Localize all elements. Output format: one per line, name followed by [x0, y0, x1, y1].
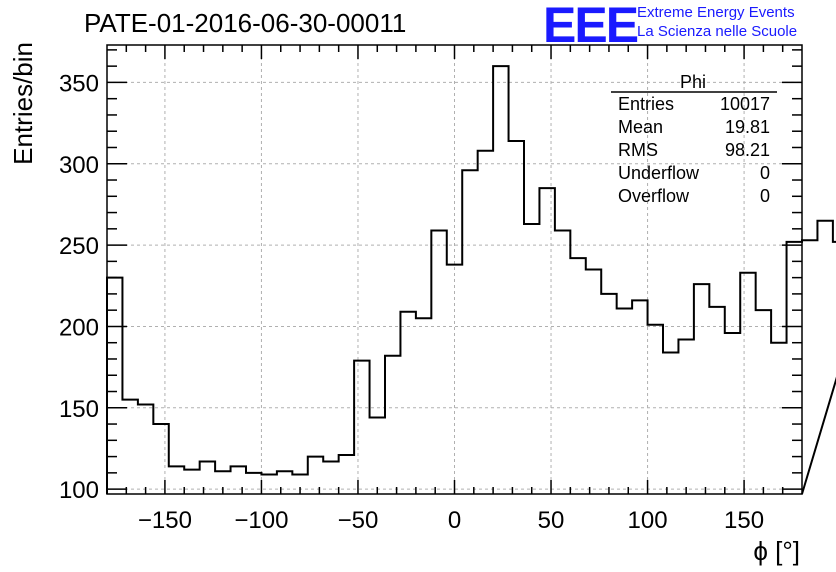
logo-line-1: Extreme Energy Events: [637, 4, 795, 21]
chart-title: PATE-01-2016-06-30-00011: [84, 8, 407, 38]
y-tick-labels: 100 150 200 250 300 350: [59, 70, 99, 504]
histogram-line: [106, 65, 836, 495]
stats-row-label: Underflow: [618, 163, 700, 183]
stats-row-label: Overflow: [618, 186, 690, 206]
y-axis-label: Entries/bin: [8, 42, 38, 165]
y-tick-label: 100: [59, 477, 99, 504]
grid-lines: [107, 45, 802, 494]
x-tick-label: −50: [338, 507, 379, 534]
stats-row-value: 0: [760, 163, 770, 183]
y-tick-label: 300: [59, 152, 99, 179]
y-tick-label: 350: [59, 70, 99, 97]
stats-row-value: 98.21: [725, 140, 770, 160]
stats-row-value: 19.81: [725, 117, 770, 137]
x-tick-label: 0: [448, 507, 461, 534]
y-tick-label: 150: [59, 396, 99, 423]
axis-ticks: [107, 45, 802, 494]
stats-row-label: Mean: [618, 117, 663, 137]
stats-row-value: 10017: [720, 94, 770, 114]
eee-logo-mark: EEE: [543, 0, 639, 53]
stats-row-label: Entries: [618, 94, 674, 114]
x-tick-label: 150: [724, 507, 764, 534]
y-tick-label: 250: [59, 233, 99, 260]
stats-row-label: RMS: [618, 140, 658, 160]
x-tick-labels: −150 −100 −50 0 50 100 150: [138, 507, 764, 534]
stats-row-value: 0: [760, 186, 770, 206]
stats-box: Phi Entries 10017 Mean 19.81 RMS 98.21 Underfl…: [611, 72, 777, 206]
x-tick-label: −150: [138, 507, 192, 534]
y-tick-label: 200: [59, 314, 99, 341]
x-tick-label: 50: [538, 507, 565, 534]
x-tick-label: 100: [628, 507, 668, 534]
logo-line-2: La Scienza nelle Scuole: [637, 23, 798, 40]
x-axis-label: ϕ [°]: [753, 536, 800, 566]
x-tick-label: −100: [234, 507, 288, 534]
stats-title: Phi: [680, 72, 706, 92]
